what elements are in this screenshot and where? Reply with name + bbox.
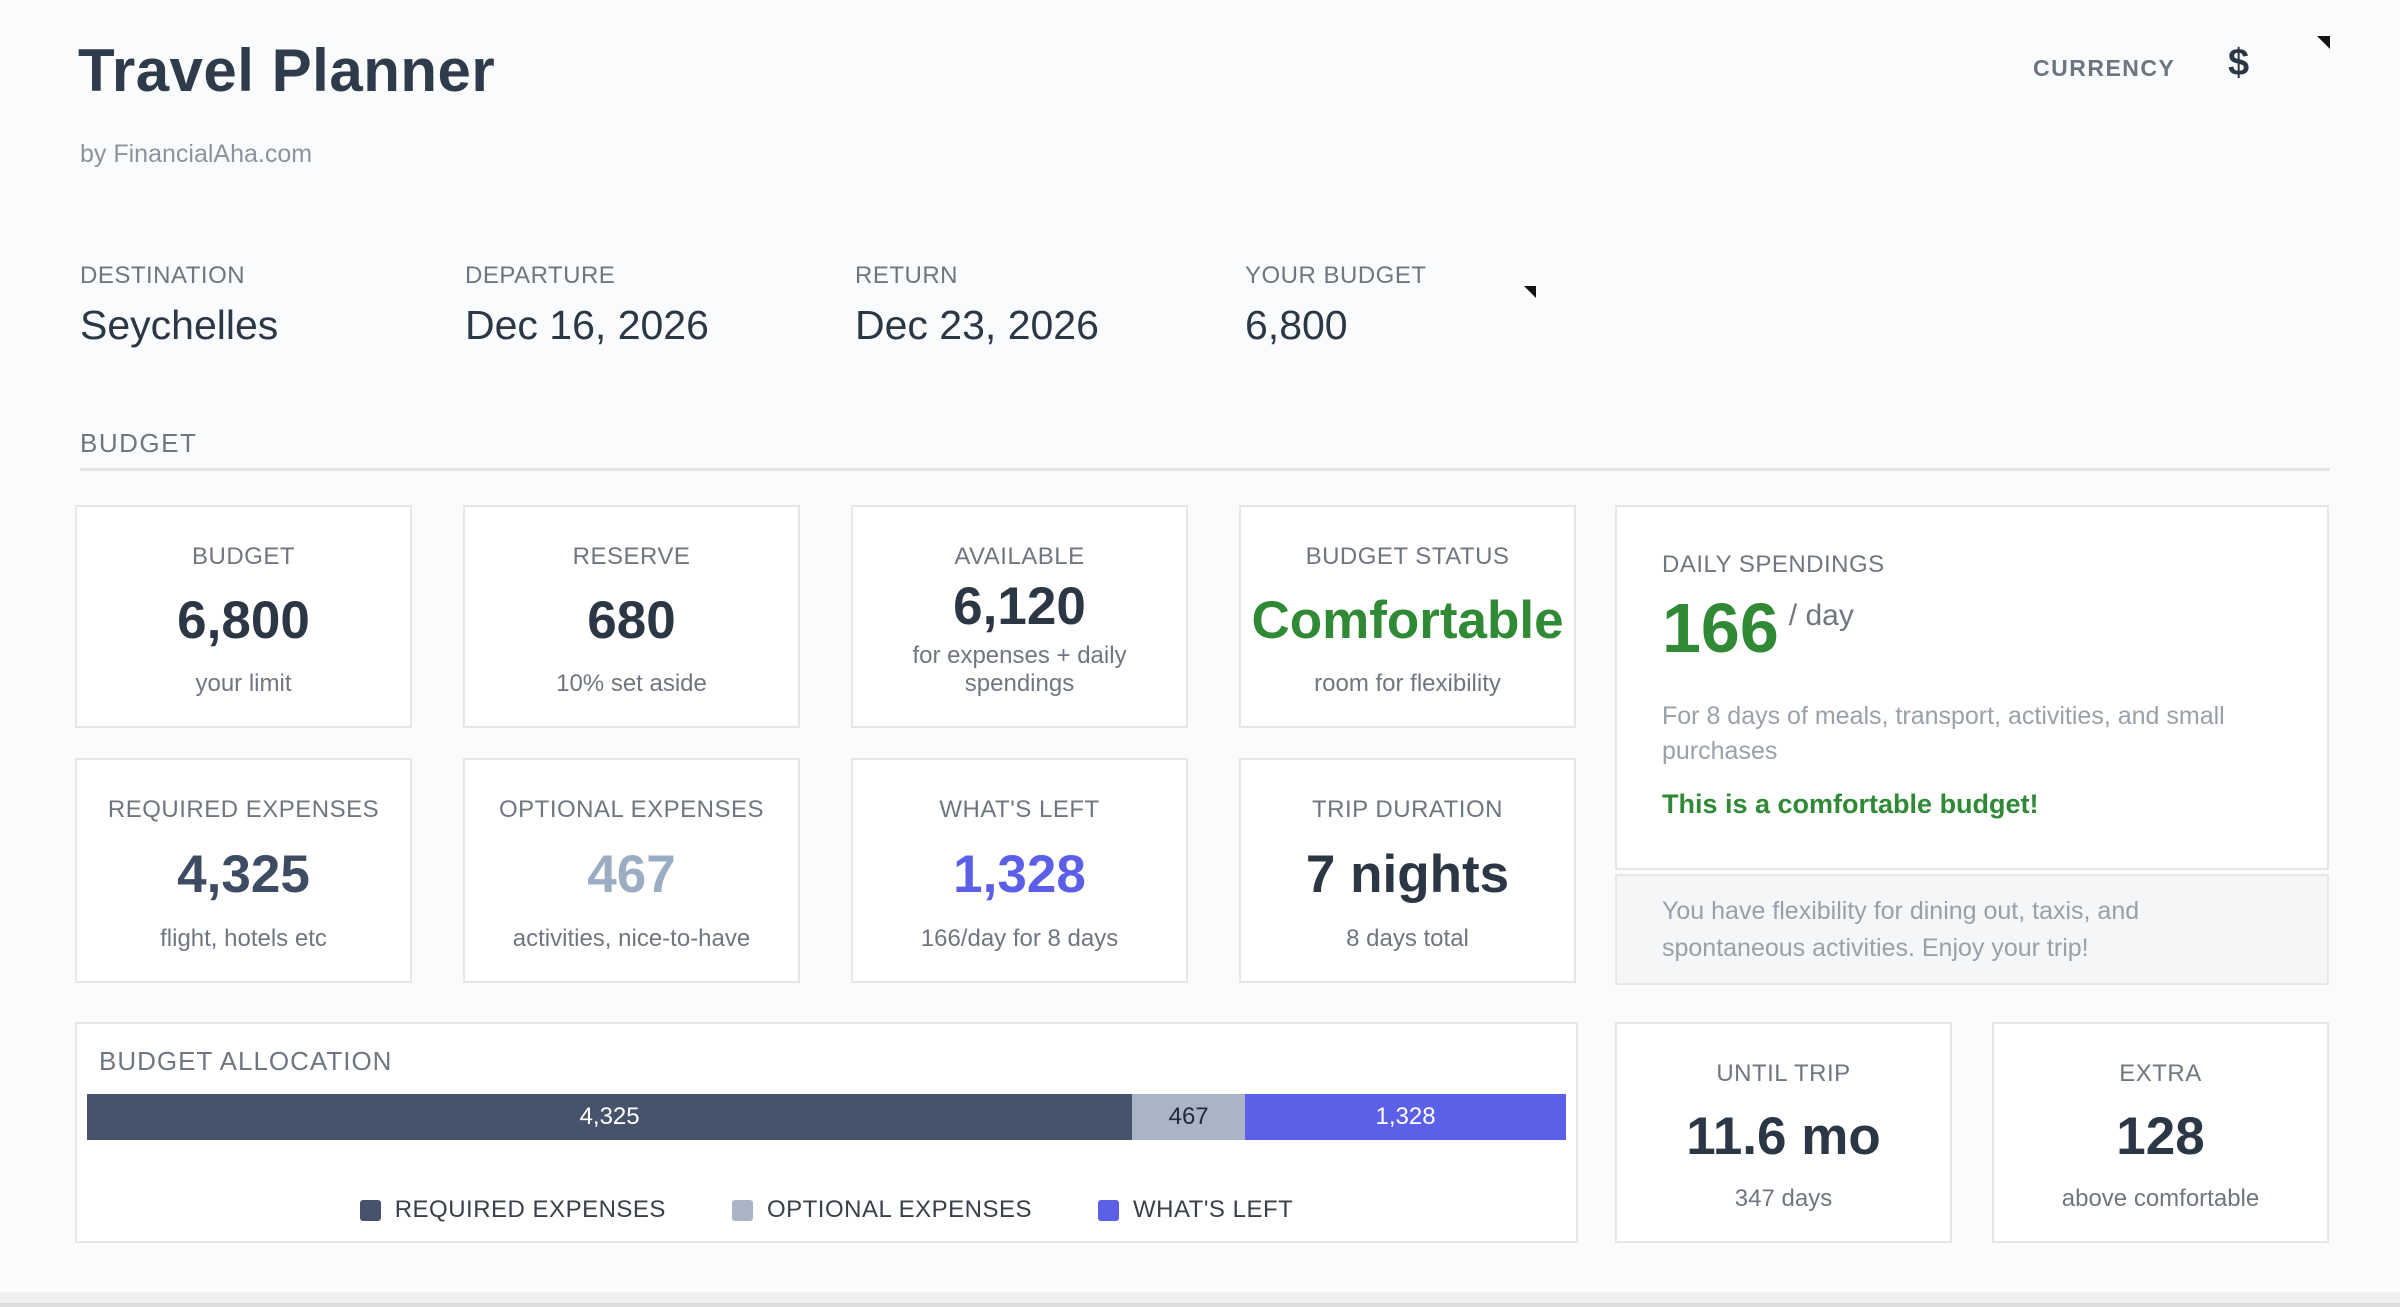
optional-expenses-card: OPTIONAL EXPENSES 467 activities, nice-t… — [463, 758, 800, 983]
legend-item: OPTIONAL EXPENSES — [731, 1196, 1032, 1224]
daily-footer-note: You have flexibility for dining out, tax… — [1615, 874, 2329, 985]
allocation-legend: REQUIRED EXPENSES OPTIONAL EXPENSES WHAT'S… — [77, 1196, 1576, 1224]
legend-item: WHAT'S LEFT — [1097, 1196, 1294, 1224]
daily-note: This is a comfortable budget! — [1662, 789, 2039, 819]
legend-swatch — [731, 1199, 753, 1221]
card-subtitle: activities, nice-to-have — [512, 925, 751, 952]
card-title: EXTRA — [2119, 1060, 2202, 1087]
card-subtitle: 166/day for 8 days — [920, 925, 1119, 952]
daily-amount: 166 / day — [1662, 593, 1854, 663]
currency-label: CURRENCY — [2033, 55, 2176, 81]
allocation-title: BUDGET ALLOCATION — [99, 1046, 393, 1076]
legend-swatch — [359, 1199, 381, 1221]
card-value: 128 — [2116, 1107, 2205, 1166]
legend-label: REQUIRED EXPENSES — [394, 1196, 666, 1223]
departure-label: DEPARTURE — [465, 262, 616, 289]
card-title: REQUIRED EXPENSES — [107, 796, 380, 823]
your-budget-value[interactable]: 6,800 — [1245, 302, 1348, 348]
budget-card: BUDGET 6,800 your limit — [75, 505, 412, 728]
card-title: AVAILABLE — [954, 543, 1085, 570]
budget-section-title: BUDGET — [80, 428, 198, 458]
card-title: TRIP DURATION — [1312, 796, 1503, 823]
card-subtitle: 8 days total — [1346, 925, 1469, 952]
return-value[interactable]: Dec 23, 2026 — [855, 302, 1099, 348]
card-value: Comfortable — [1251, 591, 1564, 650]
trip-duration-card: TRIP DURATION 7 nights 8 days total — [1239, 758, 1576, 983]
departure-value[interactable]: Dec 16, 2026 — [465, 302, 709, 348]
card-value: 4,325 — [177, 845, 310, 904]
allocation-bar-segment: 467 — [1132, 1094, 1246, 1140]
page-title: Travel Planner — [78, 37, 496, 104]
whats-left-card: WHAT'S LEFT 1,328 166/day for 8 days — [851, 758, 1188, 983]
trip-field-destination: DESTINATION Seychelles — [80, 262, 278, 349]
card-subtitle: 10% set aside — [556, 670, 707, 697]
corner-note-icon — [2317, 36, 2330, 49]
card-subtitle: for expenses + daily spendings — [912, 642, 1127, 697]
card-title: BUDGET — [191, 543, 295, 570]
card-value: 7 nights — [1305, 845, 1510, 904]
card-title: BUDGET STATUS — [1305, 543, 1510, 570]
card-value: 6,800 — [177, 591, 310, 650]
legend-item: REQUIRED EXPENSES — [359, 1196, 666, 1224]
byline: by FinancialAha.com — [80, 140, 313, 168]
card-value: 11.6 mo — [1686, 1107, 1881, 1166]
card-subtitle: room for flexibility — [1314, 670, 1501, 697]
currency-selector[interactable]: $ — [2228, 42, 2250, 84]
card-subtitle: flight, hotels etc — [160, 925, 327, 952]
reserve-card: RESERVE 680 10% set aside — [463, 505, 800, 728]
your-budget-label: YOUR BUDGET — [1245, 262, 1427, 289]
card-title: OPTIONAL EXPENSES — [498, 796, 765, 823]
card-subtitle: 347 days — [1734, 1185, 1833, 1212]
corner-note-icon — [1524, 286, 1536, 298]
legend-label: WHAT'S LEFT — [1132, 1196, 1294, 1223]
budget-status-card: BUDGET STATUS Comfortable room for flexi… — [1239, 505, 1576, 728]
card-value: 680 — [587, 591, 676, 650]
daily-spendings-panel: DAILY SPENDINGS 166 / day For 8 days of … — [1615, 505, 2329, 870]
card-title: UNTIL TRIP — [1716, 1060, 1851, 1087]
daily-unit: / day — [1788, 599, 1854, 632]
allocation-bar: 4,325 467 1,328 — [87, 1094, 1566, 1140]
trip-field-return: RETURN Dec 23, 2026 — [855, 262, 1099, 349]
allocation-bar-segment: 4,325 — [87, 1094, 1133, 1140]
legend-swatch — [1097, 1199, 1119, 1221]
legend-label: OPTIONAL EXPENSES — [766, 1196, 1032, 1223]
bottom-edge-strip — [0, 1292, 2400, 1307]
daily-value: 166 — [1662, 589, 1779, 667]
until-trip-card: UNTIL TRIP 11.6 mo 347 days — [1615, 1022, 1952, 1243]
budget-allocation-panel: BUDGET ALLOCATION 4,325 467 1,328 REQUIRED… — [75, 1022, 1578, 1243]
allocation-bar-segment: 1,328 — [1245, 1094, 1566, 1140]
trip-field-budget: YOUR BUDGET 6,800 — [1245, 262, 1427, 349]
daily-spendings-title: DAILY SPENDINGS — [1662, 551, 1885, 578]
extra-card: EXTRA 128 above comfortable — [1992, 1022, 2329, 1243]
destination-label: DESTINATION — [80, 262, 246, 289]
card-value: 467 — [587, 845, 676, 904]
available-card: AVAILABLE 6,120 for expenses + daily spe… — [851, 505, 1188, 728]
card-value: 1,328 — [953, 845, 1086, 904]
return-label: RETURN — [855, 262, 958, 289]
card-subtitle: above comfortable — [2061, 1185, 2260, 1212]
destination-value[interactable]: Seychelles — [80, 302, 279, 348]
trip-field-departure: DEPARTURE Dec 16, 2026 — [465, 262, 709, 349]
daily-description: For 8 days of meals, transport, activiti… — [1662, 702, 2225, 765]
required-expenses-card: REQUIRED EXPENSES 4,325 flight, hotels e… — [75, 758, 412, 983]
card-subtitle: your limit — [195, 670, 292, 697]
card-title: WHAT'S LEFT — [939, 796, 1100, 823]
card-title: RESERVE — [572, 543, 691, 570]
card-value: 6,120 — [953, 577, 1086, 636]
section-divider — [80, 468, 2330, 471]
